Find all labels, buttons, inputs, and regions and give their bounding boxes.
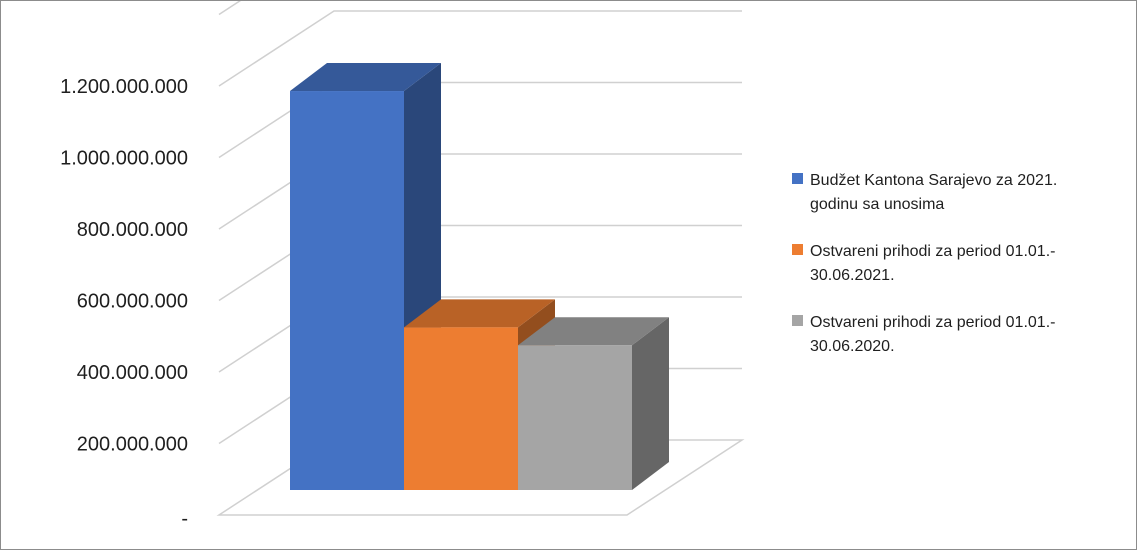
legend-label: 30.06.2021. (810, 267, 895, 284)
y-tick-label: 1.200.000.000 (60, 76, 188, 98)
bar-front (290, 91, 404, 490)
legend-label: Budžet Kantona Sarajevo za 2021. (810, 172, 1057, 189)
bar-side (632, 317, 669, 490)
legend-label: godinu sa unosima (810, 196, 944, 213)
legend-label: Ostvareni prihodi za period 01.01.- (810, 243, 1055, 260)
gridline (218, 10, 742, 87)
legend-swatch (792, 315, 803, 326)
y-tick-label: 600.000.000 (77, 291, 188, 313)
legend-entry: Ostvareni prihodi za period 01.01.- 30.06… (792, 243, 1055, 284)
legend-label: Ostvareni prihodi za period 01.01.- (810, 314, 1055, 331)
y-tick-label: 1.000.000.000 (60, 148, 188, 170)
y-tick-label: - (181, 508, 188, 530)
bar-top (518, 317, 669, 346)
y-tick-label: 200.000.000 (77, 434, 188, 456)
bar (518, 317, 669, 490)
legend-swatch (792, 244, 803, 255)
legend-label: 30.06.2020. (810, 338, 895, 355)
bar-front (404, 327, 518, 490)
gridline (218, 1, 242, 16)
bar-top (404, 299, 555, 328)
y-axis-labels: - 200.000.000 400.000.000 600.000.000 800.00… (60, 76, 188, 530)
legend: Budžet Kantona Sarajevo za 2021. godinu s… (792, 172, 1057, 355)
y-tick-label: 400.000.000 (77, 362, 188, 384)
bars (290, 63, 669, 490)
y-tick-label: 800.000.000 (77, 219, 188, 241)
legend-entry: Ostvareni prihodi za period 01.01.- 30.06… (792, 314, 1055, 355)
bar-front (518, 345, 632, 490)
legend-entry: Budžet Kantona Sarajevo za 2021. godinu s… (792, 172, 1057, 213)
bar-top (290, 63, 441, 92)
legend-swatch (792, 173, 803, 184)
